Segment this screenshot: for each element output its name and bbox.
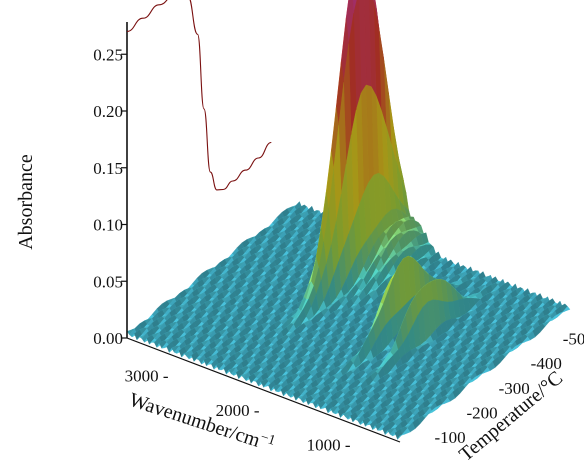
x-tick-label: 1000 - bbox=[307, 436, 351, 455]
x-tick-label: 2000 - bbox=[216, 401, 260, 420]
x-axis-label-exponent: −1 bbox=[258, 430, 277, 449]
z-tick-label: -500 bbox=[563, 330, 584, 349]
x-tick-label: 3000 - bbox=[125, 366, 169, 385]
x-axis-label-text: Wavenumber/cm bbox=[126, 389, 263, 452]
y-tick-label: 0.10 bbox=[93, 216, 123, 235]
axes bbox=[126, 22, 401, 443]
tick-labels: 0.00 0.05 0.10 0.15 0.20 0.25 3000 - 2000 - 1000… bbox=[93, 45, 584, 454]
z-tick-label: -200 bbox=[467, 403, 498, 422]
y-tick-label: 0.05 bbox=[93, 272, 123, 291]
y-axis-label: Absorbance bbox=[15, 154, 37, 250]
z-tick-label: -100 bbox=[434, 428, 465, 447]
surface-plot-area bbox=[126, 0, 571, 440]
y-tick-label: 0.00 bbox=[93, 329, 123, 348]
z-tick-label: -300 bbox=[499, 379, 530, 398]
z-tick-label: -400 bbox=[531, 354, 562, 373]
absorbance-profile-curve bbox=[126, 0, 272, 191]
y-tick-label: 0.20 bbox=[93, 102, 123, 121]
y-tick-label: 0.15 bbox=[93, 159, 123, 178]
surface-facet bbox=[397, 433, 406, 440]
x-axis-line bbox=[126, 337, 401, 443]
y-tick-label: 0.25 bbox=[93, 45, 123, 64]
x-axis-label: Wavenumber/cm−1 bbox=[126, 388, 277, 457]
